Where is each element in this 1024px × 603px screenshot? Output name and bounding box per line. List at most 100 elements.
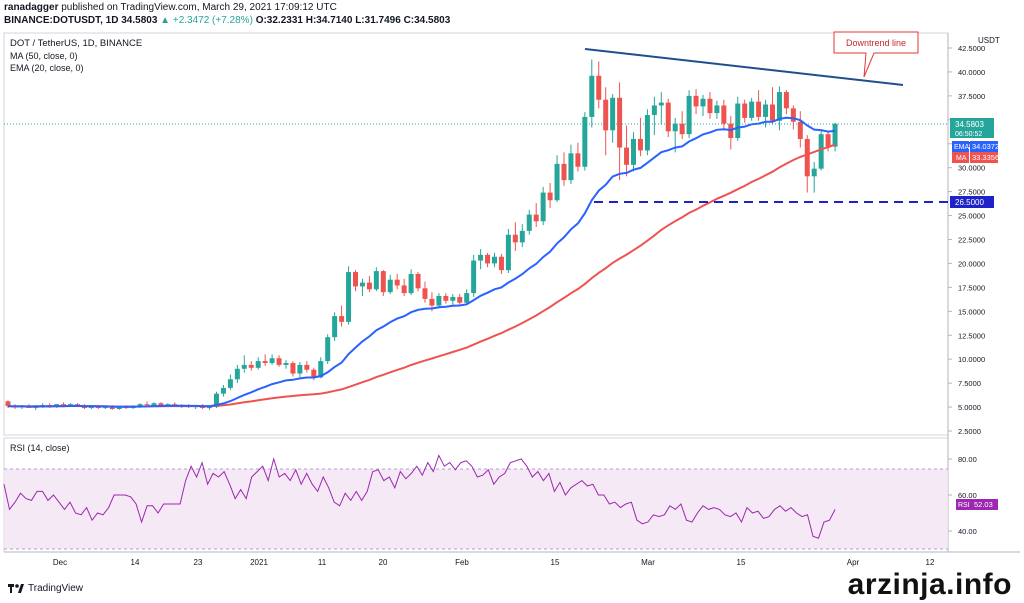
author-name: ranadagger — [4, 2, 59, 13]
ma-value-box — [970, 152, 998, 163]
candle-body — [554, 163, 560, 201]
price-tick-label: 2.5000 — [958, 427, 981, 436]
candle-body — [471, 260, 477, 294]
candle-body — [714, 105, 720, 114]
ema-legend[interactable]: EMA (20, close, 0) — [10, 63, 84, 73]
ma-tag-box — [952, 152, 969, 163]
tradingview-brand[interactable]: TradingView — [8, 582, 83, 594]
candle-body — [102, 407, 108, 409]
downtrend-line[interactable] — [584, 48, 904, 86]
candle-body — [763, 104, 769, 117]
candle-body — [672, 123, 678, 132]
ema-value-box — [970, 141, 998, 152]
price-tick-label: 30.0000 — [958, 164, 985, 173]
rsi-band — [4, 469, 948, 549]
candle-body — [408, 273, 414, 294]
candle-body — [304, 364, 310, 370]
ema-20-line — [7, 116, 836, 408]
rsi-tag: RSI — [958, 502, 970, 509]
candle-body — [366, 282, 372, 290]
candle-body — [464, 293, 470, 303]
ema-value: 34.0372 — [972, 142, 999, 151]
ema-tag-box — [952, 141, 969, 152]
rsi-axis[interactable]: 80.00 60.00 40.00 — [948, 455, 977, 536]
candle-body — [644, 115, 650, 151]
annotation-callout[interactable] — [833, 31, 919, 78]
currency-label: USDT — [978, 36, 1000, 45]
candle-body — [269, 358, 275, 364]
candle-body — [325, 337, 331, 362]
price-tick-label: 22.5000 — [958, 236, 985, 245]
price-tick-label: 20.0000 — [958, 259, 985, 268]
candle-body — [575, 153, 581, 167]
candle-body — [512, 234, 518, 243]
rsi-legend[interactable]: RSI (14, close) — [10, 443, 70, 453]
candle-body — [276, 358, 282, 365]
candle-body — [700, 98, 706, 107]
candle-body — [492, 256, 497, 264]
candle-body — [158, 403, 164, 406]
candle-body — [610, 97, 616, 131]
candle-body — [241, 364, 247, 369]
candle-body — [790, 108, 796, 122]
candle-body — [658, 102, 664, 106]
candle-body — [262, 361, 268, 364]
price-tick-label: 42.5000 — [958, 44, 985, 53]
candle-body — [721, 105, 727, 124]
candle-body — [582, 116, 588, 167]
candle-body — [693, 95, 699, 107]
candle-body — [735, 103, 741, 139]
price-tick-label: 37.5000 — [958, 92, 985, 101]
price-tick-label: 40.0000 — [958, 68, 985, 77]
candle-body — [770, 104, 775, 121]
time-tick-label: Feb — [455, 558, 469, 567]
candle-body — [519, 230, 525, 243]
candle-body — [450, 296, 456, 301]
rsi-tick-label: 40.00 — [958, 527, 977, 536]
price-tick-label: 12.5000 — [958, 331, 985, 340]
candle-body — [589, 75, 595, 117]
candle-body — [144, 404, 150, 406]
candle-body — [401, 285, 407, 294]
candle-body — [617, 97, 623, 148]
price-tick-label: 7.5000 — [958, 379, 981, 388]
candle-body — [415, 273, 421, 289]
price-tick-label: 5.0000 — [958, 403, 981, 412]
publish-date: published on TradingView.com, March 29, … — [58, 2, 337, 13]
candle-body — [457, 296, 463, 303]
rsi-tick-label: 60.00 — [958, 491, 977, 500]
time-axis[interactable]: Dec 14 23 2021 11 20 Feb 15 Mar 15 Apr 12 — [53, 558, 935, 567]
time-tick-label: 15 — [737, 558, 746, 567]
rsi-value-box — [972, 499, 998, 510]
candle-body — [394, 279, 400, 286]
ma-legend[interactable]: MA (50, close, 0) — [10, 51, 78, 61]
candle-body — [137, 404, 143, 407]
candle-body — [526, 214, 532, 231]
candle-body — [568, 153, 574, 181]
price-tick-label: 10.0000 — [958, 355, 985, 364]
candle-body — [811, 168, 817, 177]
candle-body — [380, 271, 386, 293]
candle-body — [825, 134, 831, 147]
candle-body — [603, 99, 609, 131]
candle-body — [353, 272, 358, 287]
candle-body — [290, 363, 296, 374]
candle-body — [651, 105, 657, 116]
price-pane-border — [3, 32, 949, 436]
time-tick-label: 11 — [318, 558, 327, 567]
price-tick-label: 15.0000 — [958, 307, 985, 316]
publish-info: ranadagger published on TradingView.com,… — [4, 2, 337, 13]
candle-body — [429, 298, 435, 306]
pair-legend: DOT / TetherUS, 1D, BINANCE — [10, 38, 143, 49]
ma-value: 33.3356 — [972, 153, 999, 162]
candle-body — [478, 254, 484, 261]
candle-body — [318, 361, 324, 378]
candle-body — [596, 75, 602, 100]
ohlc-values: O:32.2331 H:34.7140 L:31.7496 C:34.5803 — [255, 15, 451, 26]
candle-body — [220, 387, 226, 394]
last-price-tag — [950, 118, 994, 138]
candle-body — [631, 138, 636, 165]
price-axis[interactable]: 42.500040.000037.500035.000032.500030.00… — [948, 44, 985, 436]
support-value: 26.5000 — [955, 198, 984, 207]
